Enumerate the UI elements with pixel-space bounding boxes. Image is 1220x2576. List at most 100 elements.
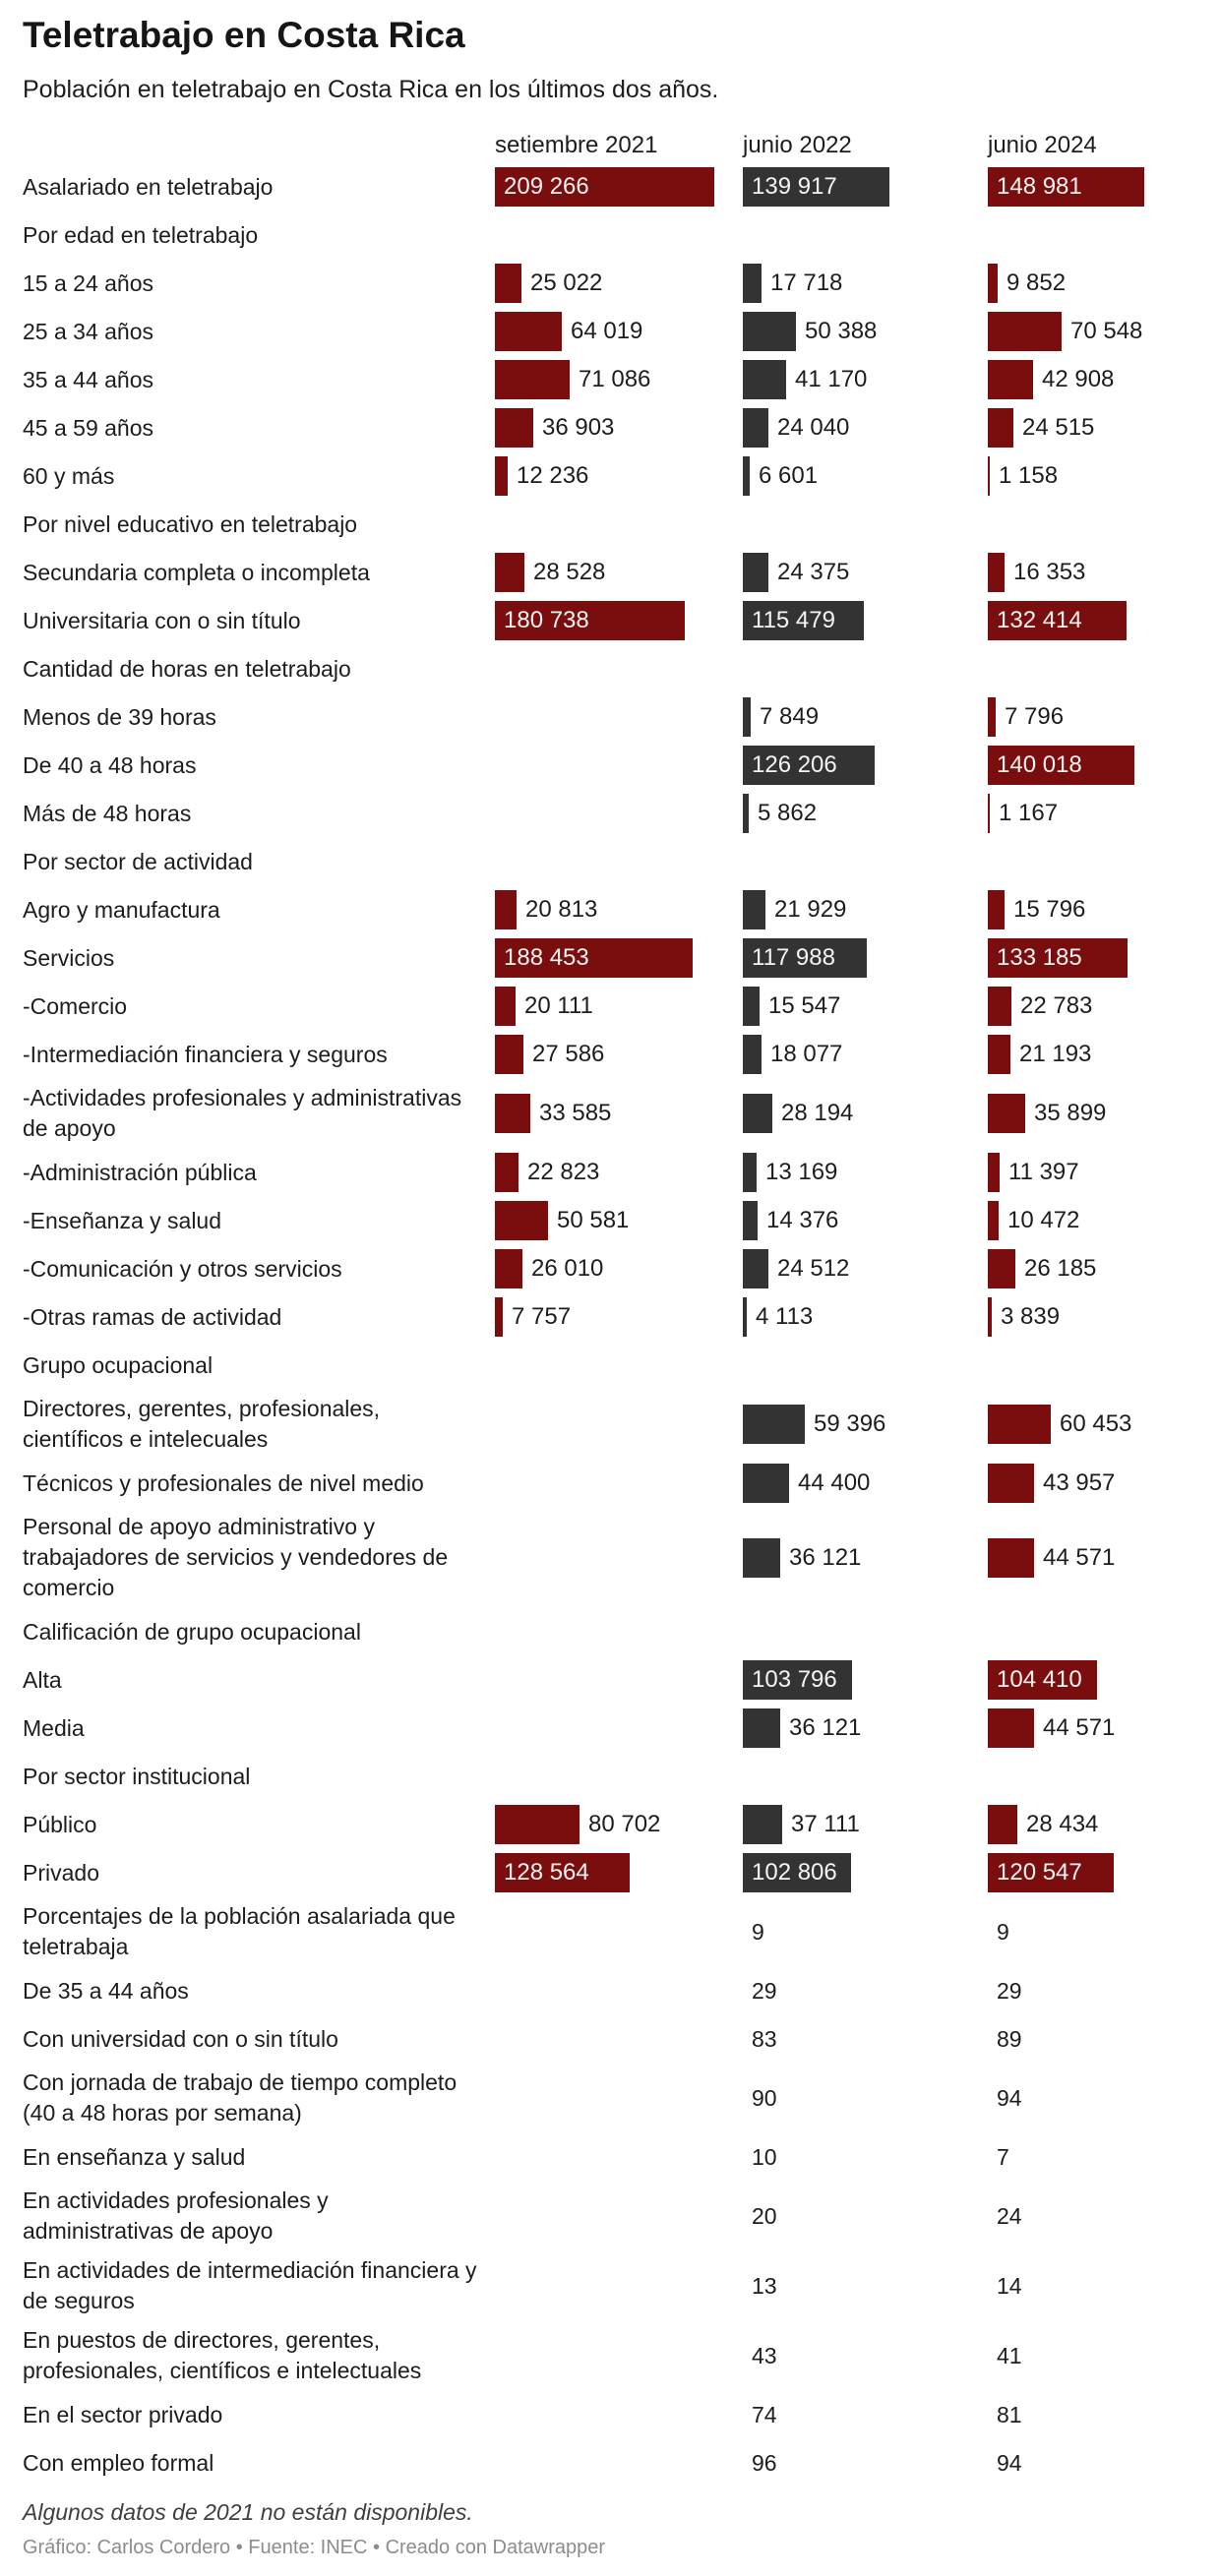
bar-cell: 60 453 — [988, 1394, 1197, 1455]
percent-row: Porcentajes de la población asalariada q… — [23, 1901, 1197, 1962]
bar-cell: 24 512 — [743, 1249, 988, 1289]
row-label: Con empleo formal — [23, 2449, 214, 2476]
bar-value-label: 37 111 — [791, 1811, 860, 1838]
bar-junio-2022 — [743, 890, 765, 930]
row-label: En actividades profesionales y administr… — [23, 2187, 329, 2245]
bar-value-label: 36 903 — [542, 414, 615, 442]
bar-value-label: 115 479 — [752, 607, 835, 634]
percent-value: 13 — [752, 2272, 777, 2299]
bar-value-label: 24 512 — [777, 1255, 850, 1283]
bar-cell: 24 515 — [988, 408, 1197, 449]
bar-cell: 115 479 — [743, 601, 988, 641]
row-label: Alta — [23, 1666, 62, 1693]
bar-setiembre-2021 — [495, 1297, 503, 1338]
bar-setiembre-2021 — [495, 264, 521, 304]
chart-footer: Algunos datos de 2021 no están disponibl… — [23, 2498, 1197, 2560]
row-label: -Comercio — [23, 992, 128, 1019]
bar-junio-2022 — [743, 553, 768, 593]
bar-setiembre-2021 — [495, 1153, 518, 1193]
bar-value-label: 18 077 — [770, 1041, 843, 1068]
bar-value-label: 50 388 — [805, 318, 878, 345]
bar-value-label: 24 515 — [1022, 414, 1095, 442]
bar-value-label: 209 266 — [504, 173, 589, 201]
bar-cell: 13 169 — [743, 1153, 988, 1193]
bar-value-label: 102 806 — [752, 1859, 837, 1887]
row-label: Técnicos y profesionales de nivel medio — [23, 1469, 424, 1496]
bar-row: Técnicos y profesionales de nivel medio 4… — [23, 1464, 1197, 1504]
section-label: Por edad en teletrabajo — [23, 221, 259, 248]
row-label: Público — [23, 1811, 97, 1837]
row-label: Más de 48 horas — [23, 800, 192, 826]
bar-value-label: 28 434 — [1026, 1811, 1099, 1838]
bar-value-label: 13 169 — [765, 1159, 838, 1186]
bar-junio-2024 — [988, 746, 1134, 786]
row-label: Directores, gerentes, profesionales, cie… — [23, 1396, 381, 1453]
column-header-setiembre-2021: setiembre 2021 — [495, 131, 658, 158]
bar-value-label: 120 547 — [997, 1859, 1082, 1887]
bar-junio-2022 — [743, 312, 796, 352]
bar-cell: 1 158 — [988, 456, 1197, 497]
percent-row: En puestos de directores, gerentes, prof… — [23, 2325, 1197, 2386]
bar-value-label: 42 908 — [1042, 366, 1115, 393]
row-label: 35 a 44 años — [23, 366, 154, 392]
bar-value-label: 36 121 — [789, 1543, 862, 1571]
bar-junio-2024 — [988, 1153, 1000, 1193]
percent-value: 43 — [752, 2342, 777, 2368]
bar-cell: 37 111 — [743, 1805, 988, 1845]
bar-cell: 26 185 — [988, 1249, 1197, 1289]
bar-value-label: 133 185 — [997, 944, 1082, 972]
bar-junio-2024 — [988, 1660, 1097, 1701]
bar-cell: 4 113 — [743, 1297, 988, 1338]
bar-value-label: 117 988 — [752, 944, 835, 972]
bar-value-label: 7 796 — [1005, 703, 1065, 731]
bar-junio-2024 — [988, 1537, 1034, 1578]
bar-setiembre-2021 — [495, 408, 533, 449]
section-label: Por nivel educativo en teletrabajo — [23, 510, 358, 537]
percent-value: 9 — [752, 1918, 764, 1945]
bar-cell: 41 170 — [743, 360, 988, 400]
bar-cell: 3 839 — [988, 1297, 1197, 1338]
bar-value-label: 104 410 — [997, 1666, 1082, 1694]
bar-cell: 64 019 — [495, 312, 743, 352]
bar-value-label: 6 601 — [759, 462, 819, 490]
row-label: De 35 a 44 años — [23, 1977, 189, 2004]
bar-cell: 148 981 — [988, 167, 1197, 208]
bar-cell: 12 236 — [495, 456, 743, 497]
percent-row: En enseñanza y salud 10 7 — [23, 2137, 1197, 2177]
bar-value-label: 126 206 — [752, 751, 837, 779]
percent-value: 94 — [997, 2449, 1022, 2476]
bar-value-label: 15 796 — [1013, 896, 1086, 924]
bar-row: 15 a 24 años 25 022 17 718 9 852 — [23, 264, 1197, 304]
chart-byline: Gráfico: Carlos Cordero • Fuente: INEC •… — [23, 2537, 606, 2559]
bar-setiembre-2021 — [495, 553, 524, 593]
bar-junio-2024 — [988, 167, 1144, 208]
bar-cell: 132 414 — [988, 601, 1197, 641]
bar-value-label: 5 862 — [758, 800, 818, 827]
percent-value: 89 — [997, 2025, 1022, 2052]
bar-junio-2022 — [743, 1660, 852, 1701]
bar-cell: 180 738 — [495, 601, 743, 641]
row-label: -Otras ramas de actividad — [23, 1303, 282, 1330]
bar-cell: 36 903 — [495, 408, 743, 449]
bar-junio-2024 — [988, 456, 990, 497]
bar-cell: 70 548 — [988, 312, 1197, 352]
bar-cell: 140 018 — [988, 746, 1197, 786]
bar-cell: 20 813 — [495, 890, 743, 930]
percent-value: 9 — [997, 1918, 1009, 1945]
chart-subtitle: Población en teletrabajo en Costa Rica e… — [23, 76, 719, 104]
bar-junio-2022 — [743, 601, 864, 641]
bar-row: Secundaria completa o incompleta 28 528 24… — [23, 553, 1197, 593]
bar-cell: 80 702 — [495, 1805, 743, 1845]
section-header: Por edad en teletrabajo — [23, 215, 1197, 255]
bar-cell: 36 121 — [743, 1708, 988, 1749]
bar-row: -Intermediación financiera y seguros 27 5… — [23, 1035, 1197, 1075]
bar-cell: 28 434 — [988, 1805, 1197, 1845]
bar-row: Universitaria con o sin título 180 738 115… — [23, 601, 1197, 641]
bar-row: 60 y más 12 236 6 601 1 158 — [23, 456, 1197, 497]
percent-row: De 35 a 44 años 29 29 — [23, 1971, 1197, 2010]
percent-row: Con universidad con o sin título 83 89 — [23, 2019, 1197, 2059]
bar-cell: 28 194 — [743, 1083, 988, 1144]
bar-junio-2022 — [743, 938, 867, 979]
percent-value: 24 — [997, 2202, 1022, 2229]
bar-junio-2024 — [988, 697, 996, 738]
